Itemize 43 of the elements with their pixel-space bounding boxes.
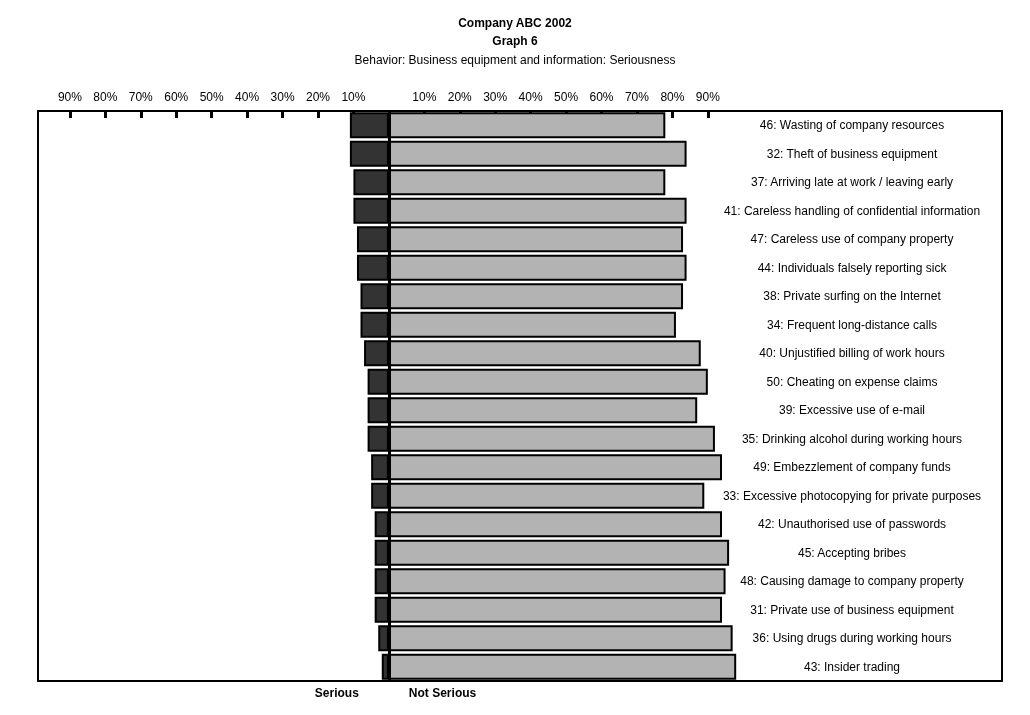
text: Serious [314, 686, 360, 700]
x-tick-label: 50% [199, 90, 224, 104]
text: Behavior: Business equipment and information: Seriousness [354, 53, 676, 67]
y-tick-label: 32: Theft of business equipment [766, 146, 938, 161]
y-tick-label: 49: Embezzlement of company funds [753, 460, 951, 475]
y-tick-label: 50: Cheating on expense claims [766, 374, 938, 389]
y-tick-label: 41: Careless handling of confidential information [723, 203, 981, 218]
x-tick-label: 90% [695, 90, 721, 104]
x-tick-label: 50% [554, 90, 579, 104]
x-tick-label: 40% [235, 90, 260, 104]
x-tick-label: 30% [270, 90, 295, 104]
y-tick-label: 44: Individuals falsely reporting sick [757, 260, 948, 275]
x-tick-label: 60% [164, 90, 189, 104]
x-tick-label: 10% [412, 90, 437, 104]
x-tick-label: 30% [483, 90, 508, 104]
y-tick-label: 42: Unauthorised use of passwords [757, 517, 947, 532]
x-tick-label: 70% [128, 90, 154, 104]
y-tick-label: 45: Accepting bribes [797, 545, 907, 560]
x-tick-label: 40% [518, 90, 543, 104]
y-tick-label: 40: Unjustified billing of work hours [759, 346, 945, 361]
y-tick-label: 48: Causing damage to company property [740, 574, 964, 589]
y-tick-label: 33: Excessive photocopying for private purposes [722, 488, 982, 503]
y-tick-label: 31: Private use of business equipment [750, 602, 955, 617]
y-tick-label: 38: Private surfing on the Internet [763, 289, 942, 304]
y-tick-label: 46: Wasting of company resources [759, 118, 945, 133]
chart-title: Company ABC 2002 [458, 16, 573, 30]
y-tick-label: 39: Excessive use of e-mail [778, 403, 926, 418]
y-tick-label: 47: Careless use of company property [750, 232, 954, 247]
x-tick-label: 10% [341, 90, 366, 104]
y-tick-label: 36: Using drugs during working hours [752, 631, 952, 646]
x-tick-label: 90% [57, 90, 83, 104]
y-tick-label: 34: Frequent long-distance calls [766, 317, 938, 332]
x-tick-label: 20% [447, 90, 473, 104]
x-tick-label: 60% [589, 90, 614, 104]
series-label: Not Serious [408, 686, 477, 700]
y-tick-label: 43: Insider trading [803, 659, 901, 674]
y-tick-label: 37: Arriving late at work / leaving early [750, 175, 954, 190]
y-tick-label: 35: Drinking alcohol during working hours [741, 431, 963, 446]
x-tick-label: 20% [305, 90, 331, 104]
x-tick-label: 80% [93, 90, 118, 104]
x-tick-label: 80% [660, 90, 685, 104]
chart-subtitle: Graph 6 [492, 34, 538, 48]
x-tick-label: 70% [624, 90, 650, 104]
